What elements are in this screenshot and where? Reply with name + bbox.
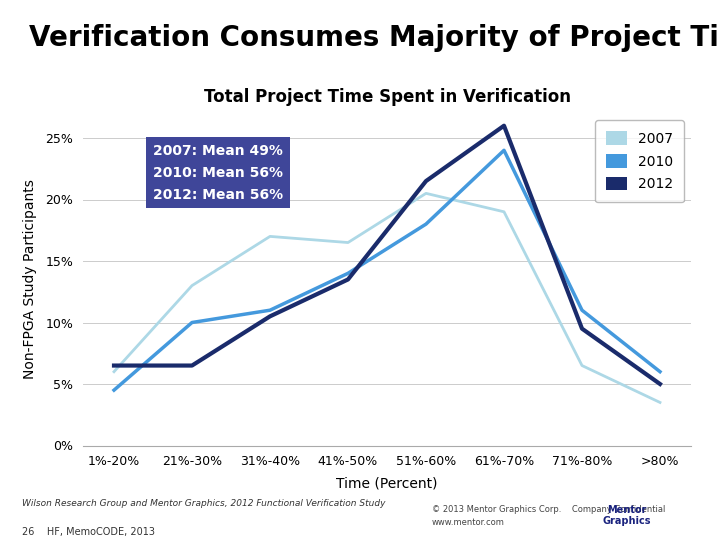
Text: Verification Consumes Majority of Project Time: Verification Consumes Majority of Projec… [29,24,720,52]
Text: 2007: Mean 49%
2010: Mean 56%
2012: Mean 56%: 2007: Mean 49% 2010: Mean 56% 2012: Mean… [153,144,283,201]
Legend: 2007, 2010, 2012: 2007, 2010, 2012 [595,120,684,202]
Text: © 2013 Mentor Graphics Corp.    Company Confidential: © 2013 Mentor Graphics Corp. Company Con… [432,505,665,514]
Text: Mentor
Graphics: Mentor Graphics [602,505,651,526]
Text: www.mentor.com: www.mentor.com [432,518,505,528]
Text: Wilson Research Group and Mentor Graphics, 2012 Functional Verification Study: Wilson Research Group and Mentor Graphic… [22,500,385,509]
Text: 26    HF, MemoCODE, 2013: 26 HF, MemoCODE, 2013 [22,526,155,537]
Y-axis label: Non-FPGA Study Participants: Non-FPGA Study Participants [23,179,37,380]
Title: Total Project Time Spent in Verification: Total Project Time Spent in Verification [204,88,570,106]
X-axis label: Time (Percent): Time (Percent) [336,477,438,490]
